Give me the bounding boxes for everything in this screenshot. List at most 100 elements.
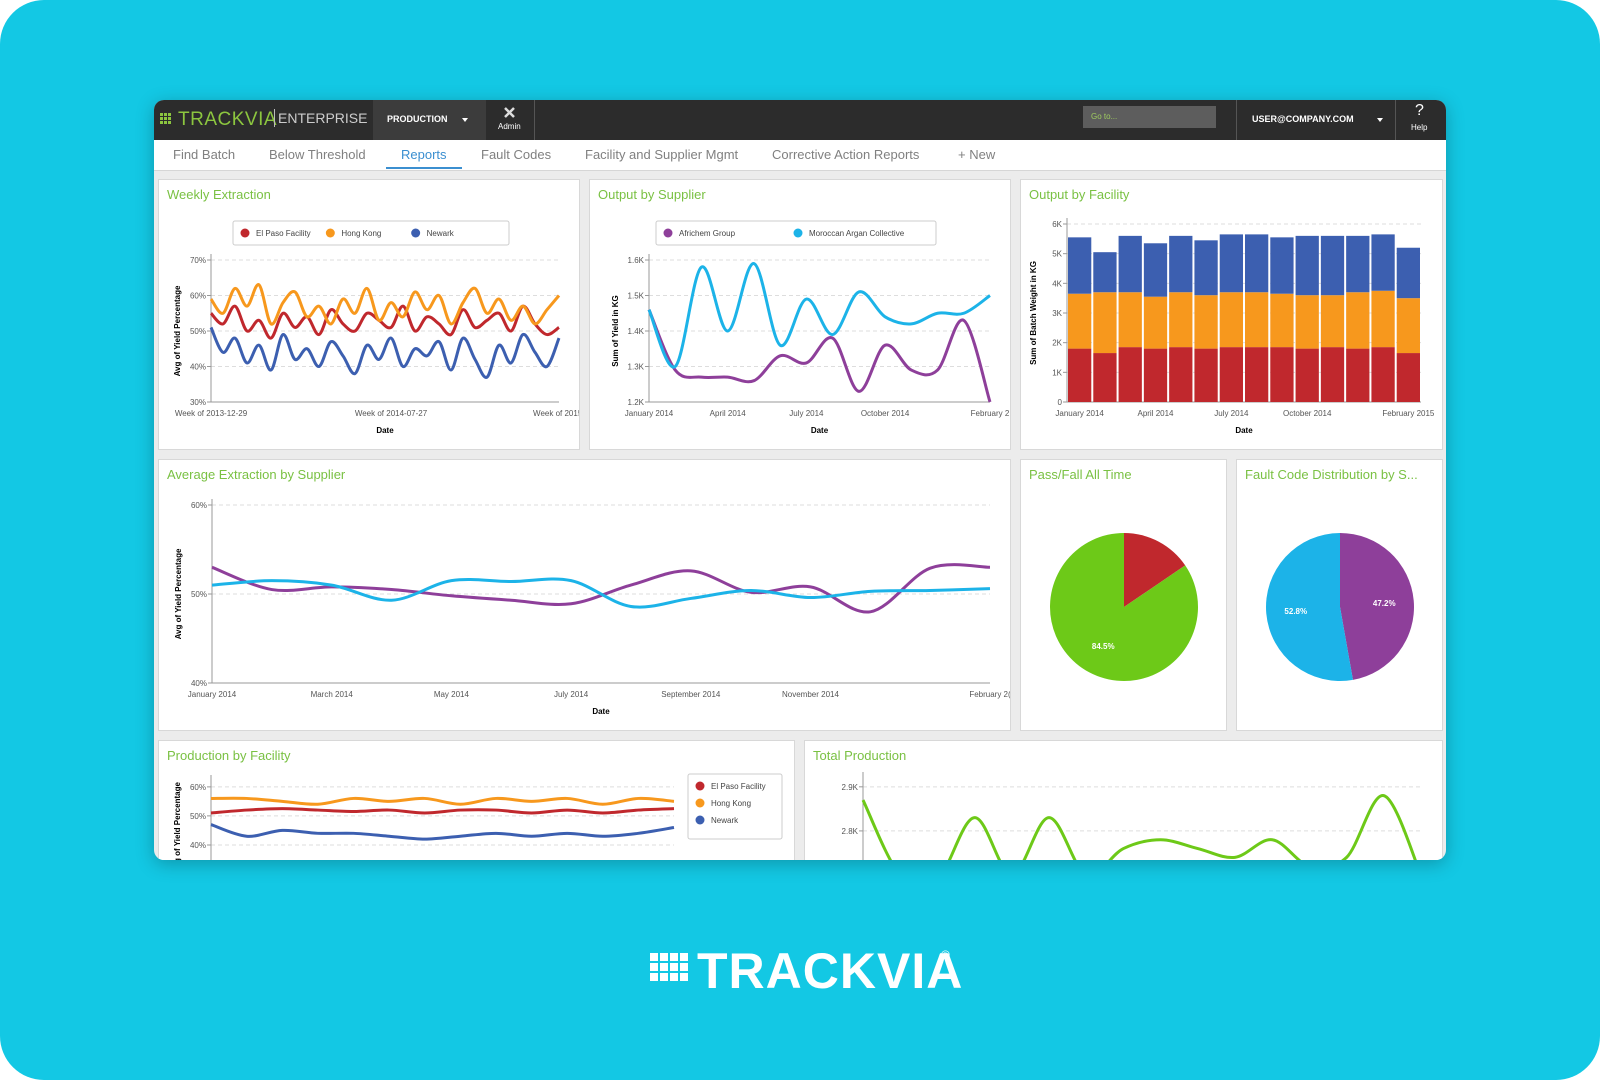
tab[interactable]: Reports — [401, 147, 447, 162]
panel: Average Extraction by Supplier 40% 50% 60% A… — [158, 459, 1011, 731]
x-tick-label: January 2014 — [188, 690, 237, 699]
legend-label: El Paso Facility — [256, 229, 311, 238]
bar-segment — [1093, 353, 1117, 402]
search-box[interactable]: Go to... — [1083, 106, 1216, 128]
panel-title: Average Extraction by Supplier — [167, 467, 346, 482]
help-icon: ? — [1415, 102, 1424, 119]
y-tick-label: 50% — [190, 812, 206, 821]
x-tick-label: February 2015 — [1382, 409, 1435, 418]
pie-slice — [1050, 533, 1198, 681]
bar-segment — [1118, 347, 1142, 402]
y-tick-label: 1.6K — [628, 256, 645, 265]
chart: Output by Supplier 1.2K 1.3K 1.4K 1.5K 1.6K Su… — [598, 187, 1010, 435]
legend-swatch — [695, 781, 705, 791]
admin-button[interactable]: Admin — [486, 100, 535, 140]
y-axis-label: Avg of Yield Percentage — [173, 285, 182, 376]
admin-icon — [504, 107, 515, 118]
bar-segment — [1169, 235, 1193, 293]
chart: Average Extraction by Supplier 40% 50% 60% A… — [167, 467, 1010, 716]
bar-segment — [1118, 235, 1142, 293]
bar-segment — [1320, 235, 1345, 296]
active-underline — [386, 167, 462, 169]
bar-segment — [1371, 290, 1395, 348]
y-tick-label: 2.8K — [842, 827, 859, 836]
x-tick-label: March 2014 — [311, 690, 354, 699]
legend-label: Africhem Group — [679, 229, 736, 238]
bar-segment — [1396, 247, 1420, 299]
y-tick-label: 60% — [191, 501, 207, 510]
bar-segment — [1219, 347, 1243, 402]
y-axis-label: Avg of Yield Percentage — [174, 548, 183, 639]
y-tick-label: 1.4K — [628, 327, 645, 336]
tab[interactable]: Facility and Supplier Mgmt — [585, 147, 739, 162]
series-line — [211, 563, 991, 614]
bar-segment — [1245, 347, 1269, 402]
x-tick-label: January 2014 — [1055, 409, 1104, 418]
pie-slice — [1124, 533, 1186, 607]
x-tick-label: January 2014 — [625, 409, 674, 418]
workspace-label: PRODUCTION — [387, 114, 448, 124]
slice-label: 52.8% — [1284, 607, 1307, 616]
panel: Pass/Fall All Time 84.5% — [1020, 459, 1227, 731]
tab[interactable]: Below Threshold — [269, 147, 366, 162]
y-tick-label: 40% — [190, 841, 206, 850]
y-tick-label: 60% — [190, 292, 206, 301]
footer-brand: TRACKVIA — [697, 943, 964, 999]
bar-segment — [1270, 347, 1294, 402]
legend-swatch — [793, 228, 803, 238]
bar-segment — [1270, 237, 1294, 294]
bar-segment — [1346, 348, 1370, 402]
tab[interactable]: Fault Codes — [481, 147, 552, 162]
y-tick-label: 40% — [190, 363, 206, 372]
bar-segment — [1143, 296, 1168, 349]
tab[interactable]: Find Batch — [173, 147, 236, 162]
bar-segment — [1295, 295, 1319, 349]
slice-label: 84.5% — [1092, 642, 1115, 651]
tab[interactable]: Corrective Action Reports — [772, 147, 920, 162]
y-tick-label: 50% — [191, 590, 207, 599]
y-tick-label: 60% — [190, 783, 206, 792]
bar-segment — [1169, 292, 1193, 348]
user-menu[interactable]: USER@COMPANY.COM — [1236, 100, 1396, 140]
bar-segment — [1346, 235, 1370, 293]
chart: Pass/Fall All Time 84.5% — [1029, 467, 1198, 681]
panel-title: Output by Supplier — [598, 187, 706, 202]
brand: TRACKVIA — [178, 109, 278, 130]
help-button[interactable]: ? Help — [1394, 100, 1446, 140]
chart: Output by Facility 0 1K 2K 3K 4K 5K 6K Sum of Ba… — [1029, 187, 1435, 435]
bar-segment — [1295, 235, 1319, 296]
y-tick-label: 1.2K — [628, 398, 645, 407]
y-tick-label: 30% — [190, 398, 206, 407]
pie-slice — [1340, 533, 1414, 680]
y-tick-label: 2.9K — [842, 783, 859, 792]
series-line — [210, 807, 675, 815]
tab[interactable]: + New — [958, 147, 996, 162]
bar-segment — [1194, 295, 1218, 349]
legend-box — [687, 773, 783, 840]
x-axis-label: Date — [1235, 426, 1253, 435]
y-tick-label: 0 — [1058, 398, 1063, 407]
bar-segment — [1093, 252, 1117, 293]
bar-segment — [1219, 292, 1243, 348]
bar-segment — [1245, 234, 1269, 293]
panel: Fault Code Distribution by S... 47.2% 52.8… — [1236, 459, 1443, 731]
bar-segment — [1093, 292, 1117, 354]
footer-logo-icon — [650, 953, 688, 981]
y-axis-label: Sum of Yield in KG — [611, 295, 620, 367]
y-tick-label: 6K — [1052, 220, 1062, 229]
legend-swatch — [325, 228, 335, 238]
bar-segment — [1169, 347, 1193, 402]
y-axis-label: Avg of Yield Percentage — [173, 782, 182, 860]
legend-label: El Paso Facility — [711, 782, 766, 791]
legend-swatch — [695, 798, 705, 808]
bar-segment — [1068, 237, 1092, 294]
workspace-button[interactable]: PRODUCTION — [373, 100, 486, 140]
y-axis-label: Sum of Batch Weight in KG — [1029, 261, 1038, 365]
admin-label: Admin — [498, 122, 521, 131]
caret — [462, 118, 468, 125]
bar-segment — [1396, 298, 1420, 354]
panel: Weekly Extraction 30% 40% 50% 60% 70% Avg of Y… — [158, 179, 580, 450]
